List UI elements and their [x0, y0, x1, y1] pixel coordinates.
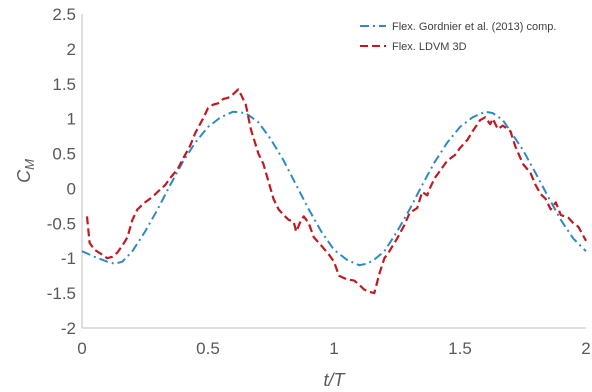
chart-series	[81, 88, 587, 295]
x-tick-label: 1	[329, 339, 338, 358]
y-tick-label: -1	[61, 249, 76, 268]
y-tick-label: 1	[67, 110, 76, 129]
legend-label-1: Flex. Gordnier et al. (2013) comp.	[392, 21, 556, 33]
y-tick-label: 2	[67, 40, 76, 59]
y-axis-title-main: C	[14, 169, 34, 183]
y-tick-label: 2.5	[52, 5, 76, 24]
y-tick-label: -2	[61, 319, 76, 338]
chart-axes	[81, 14, 586, 329]
legend-label-2: Flex. LDVM 3D	[392, 41, 467, 53]
tick-labels: 0 0.5 1 1.5 2 -2 -1.5 -1 -0.5 0 0.5 1 1.5 2 2.5	[47, 5, 591, 358]
y-tick-label: 0.5	[52, 145, 76, 164]
y-axis-title-subscript: M	[22, 159, 37, 170]
x-tick-label: 1.5	[448, 339, 472, 358]
axis-titles: t/T CM	[14, 159, 347, 390]
x-tick-label: 2	[581, 339, 590, 358]
y-axis-title: CM	[14, 159, 37, 183]
y-tick-label: -1.5	[47, 284, 76, 303]
legend: Flex. Gordnier et al. (2013) comp. Flex. …	[360, 21, 556, 53]
y-tick-label: 1.5	[52, 75, 76, 94]
y-tick-label: 0	[67, 179, 76, 198]
x-axis-title: t/T	[324, 370, 347, 390]
x-tick-label: 0.5	[196, 339, 220, 358]
series-line-2	[85, 88, 587, 295]
y-tick-label: -0.5	[47, 214, 76, 233]
x-tick-label: 0	[77, 339, 86, 358]
